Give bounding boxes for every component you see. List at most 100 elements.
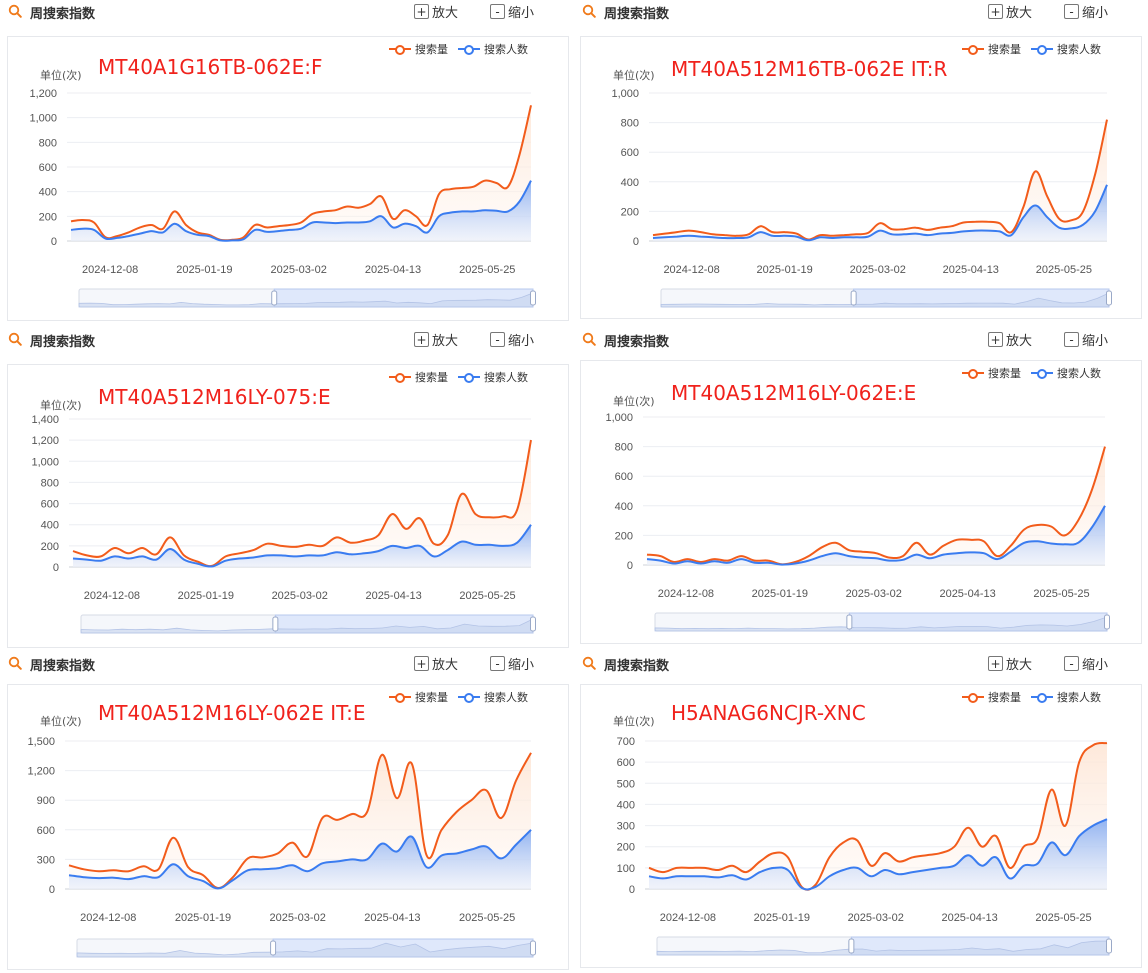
legend-marker-icon	[962, 692, 984, 703]
chart-plot: 0 200 400 600 800 1,000 2024-12-08 2025-01-19 20…	[611, 88, 1112, 308]
plus-icon: +	[414, 332, 429, 347]
zoom-out-button[interactable]: - 缩小	[490, 2, 534, 21]
zoom-in-label: 放大	[1006, 658, 1033, 673]
zoom-handle[interactable]	[271, 290, 278, 306]
legend-item-search-volume[interactable]: 搜索量	[962, 41, 1021, 57]
plus-icon: +	[988, 4, 1003, 19]
search-volume-series-area	[73, 440, 531, 567]
legend-item-searchers[interactable]: 搜索人数	[1031, 689, 1101, 705]
data-zoom-slider[interactable]	[654, 612, 1110, 632]
zoom-preview	[78, 292, 534, 308]
zoom-handle[interactable]	[848, 938, 855, 954]
searchers-series-line	[70, 180, 532, 242]
zoom-in-button[interactable]: + 放大	[988, 654, 1032, 673]
x-tick-label: 2025-05-25	[459, 590, 515, 602]
y-tick-label: 1,500	[27, 736, 55, 748]
legend-item-search-volume[interactable]: 搜索量	[962, 365, 1021, 381]
data-zoom-slider[interactable]	[80, 614, 536, 634]
chart-legend: 搜索量 搜索人数	[962, 689, 1101, 705]
zoom-out-label: 缩小	[508, 334, 535, 349]
chart-panel-4: 周搜索指数 + 放大 - 缩小 搜索量 搜索人数 单位(次) MT40A512M16LY-062…	[574, 328, 1146, 644]
chart-title: MT40A512M16LY-062E IT:E	[98, 701, 366, 725]
y-tick-label: 400	[615, 501, 633, 513]
zoom-out-label: 缩小	[1082, 334, 1109, 349]
panel-header: 周搜索指数 + 放大 - 缩小	[574, 652, 1146, 676]
legend-item-searchers[interactable]: 搜索人数	[458, 41, 528, 57]
y-tick-label: 300	[617, 821, 635, 833]
zoom-handle[interactable]	[530, 290, 536, 306]
y-tick-label: 1,000	[31, 456, 59, 468]
legend-marker-icon	[1031, 44, 1053, 55]
legend-label: 搜索量	[988, 43, 1021, 56]
zoom-handle[interactable]	[1104, 614, 1110, 630]
zoom-handle[interactable]	[850, 290, 857, 306]
y-tick-label: 800	[615, 442, 633, 454]
search-volume-series-area	[649, 743, 1107, 890]
legend-item-searchers[interactable]: 搜索人数	[458, 689, 528, 705]
panel-title: 周搜索指数	[604, 7, 670, 22]
legend-label: 搜索量	[415, 691, 448, 704]
zoom-out-label: 缩小	[508, 6, 535, 21]
data-zoom-slider[interactable]	[660, 288, 1112, 308]
searchers-series-line	[68, 829, 532, 890]
zoom-in-button[interactable]: + 放大	[988, 2, 1032, 21]
data-zoom-slider[interactable]	[656, 936, 1112, 956]
x-tick-label: 2025-04-13	[365, 264, 421, 276]
x-tick-label: 2025-01-19	[178, 590, 234, 602]
zoom-in-label: 放大	[432, 6, 459, 21]
legend-item-searchers[interactable]: 搜索人数	[458, 369, 528, 385]
x-tick-label: 2025-01-19	[754, 912, 810, 924]
zoom-handle[interactable]	[1106, 938, 1112, 954]
zoom-in-button[interactable]: + 放大	[988, 330, 1032, 349]
data-zoom-slider[interactable]	[78, 288, 536, 308]
zoom-in-button[interactable]: + 放大	[414, 2, 458, 21]
zoom-preview	[76, 942, 534, 958]
zoom-handle[interactable]	[272, 616, 279, 632]
y-tick-label: 900	[37, 795, 55, 807]
zoom-handle[interactable]	[530, 940, 536, 956]
chart-panel-3: 周搜索指数 + 放大 - 缩小 搜索量 搜索人数 单位(次) MT40A512M16LY-075…	[0, 328, 572, 648]
y-tick-label: 600	[37, 825, 55, 837]
data-zoom-slider[interactable]	[76, 938, 536, 958]
zoom-in-button[interactable]: + 放大	[414, 654, 458, 673]
searchers-series-line	[652, 184, 1108, 242]
search-volume-series-line	[652, 119, 1108, 241]
y-tick-label: 1,200	[29, 88, 57, 100]
legend-marker-icon	[458, 44, 480, 55]
y-tick-label: 500	[617, 778, 635, 790]
chart-card: 搜索量 搜索人数 单位(次) MT40A512M16LY-062E IT:E 0 300 6…	[7, 684, 569, 970]
unit-label: 单位(次)	[613, 715, 655, 728]
zoom-handle[interactable]	[1106, 290, 1112, 306]
zoom-handle[interactable]	[846, 614, 853, 630]
zoom-out-button[interactable]: - 缩小	[490, 330, 534, 349]
zoom-handle[interactable]	[530, 616, 536, 632]
legend-item-search-volume[interactable]: 搜索量	[389, 369, 448, 385]
x-tick-label: 2025-05-25	[459, 912, 515, 924]
legend-label: 搜索人数	[484, 371, 528, 384]
chart-title: MT40A512M16TB-062E IT:R	[671, 57, 948, 81]
panel-title: 周搜索指数	[604, 659, 670, 674]
zoom-out-button[interactable]: - 缩小	[1064, 654, 1108, 673]
zoom-out-button[interactable]: - 缩小	[1064, 2, 1108, 21]
chart-card: 搜索量 搜索人数 单位(次) MT40A512M16LY-062E:E 0 200 400 6…	[580, 360, 1142, 644]
searchers-series-line	[648, 818, 1108, 891]
zoom-out-button[interactable]: - 缩小	[1064, 330, 1108, 349]
legend-item-searchers[interactable]: 搜索人数	[1031, 365, 1101, 381]
minus-icon: -	[1064, 332, 1079, 347]
legend-item-search-volume[interactable]: 搜索量	[389, 689, 448, 705]
chart-panel-1: 周搜索指数 + 放大 - 缩小 搜索量 搜索人数 单位(次) MT40A1G16TB-062E:…	[0, 0, 572, 321]
zoom-handle[interactable]	[270, 940, 277, 956]
zoom-in-label: 放大	[1006, 334, 1033, 349]
x-tick-label: 2025-01-19	[752, 588, 808, 600]
legend-label: 搜索人数	[484, 691, 528, 704]
y-tick-label: 800	[41, 477, 59, 489]
zoom-out-button[interactable]: - 缩小	[490, 654, 534, 673]
chart-title: MT40A512M16LY-062E:E	[671, 381, 917, 405]
legend-item-search-volume[interactable]: 搜索量	[962, 689, 1021, 705]
legend-item-searchers[interactable]: 搜索人数	[1031, 41, 1101, 57]
search-icon	[8, 656, 22, 670]
legend-item-search-volume[interactable]: 搜索量	[389, 41, 448, 57]
y-tick-label: 1,400	[31, 414, 59, 426]
y-tick-label: 1,000	[29, 113, 57, 125]
zoom-in-button[interactable]: + 放大	[414, 330, 458, 349]
